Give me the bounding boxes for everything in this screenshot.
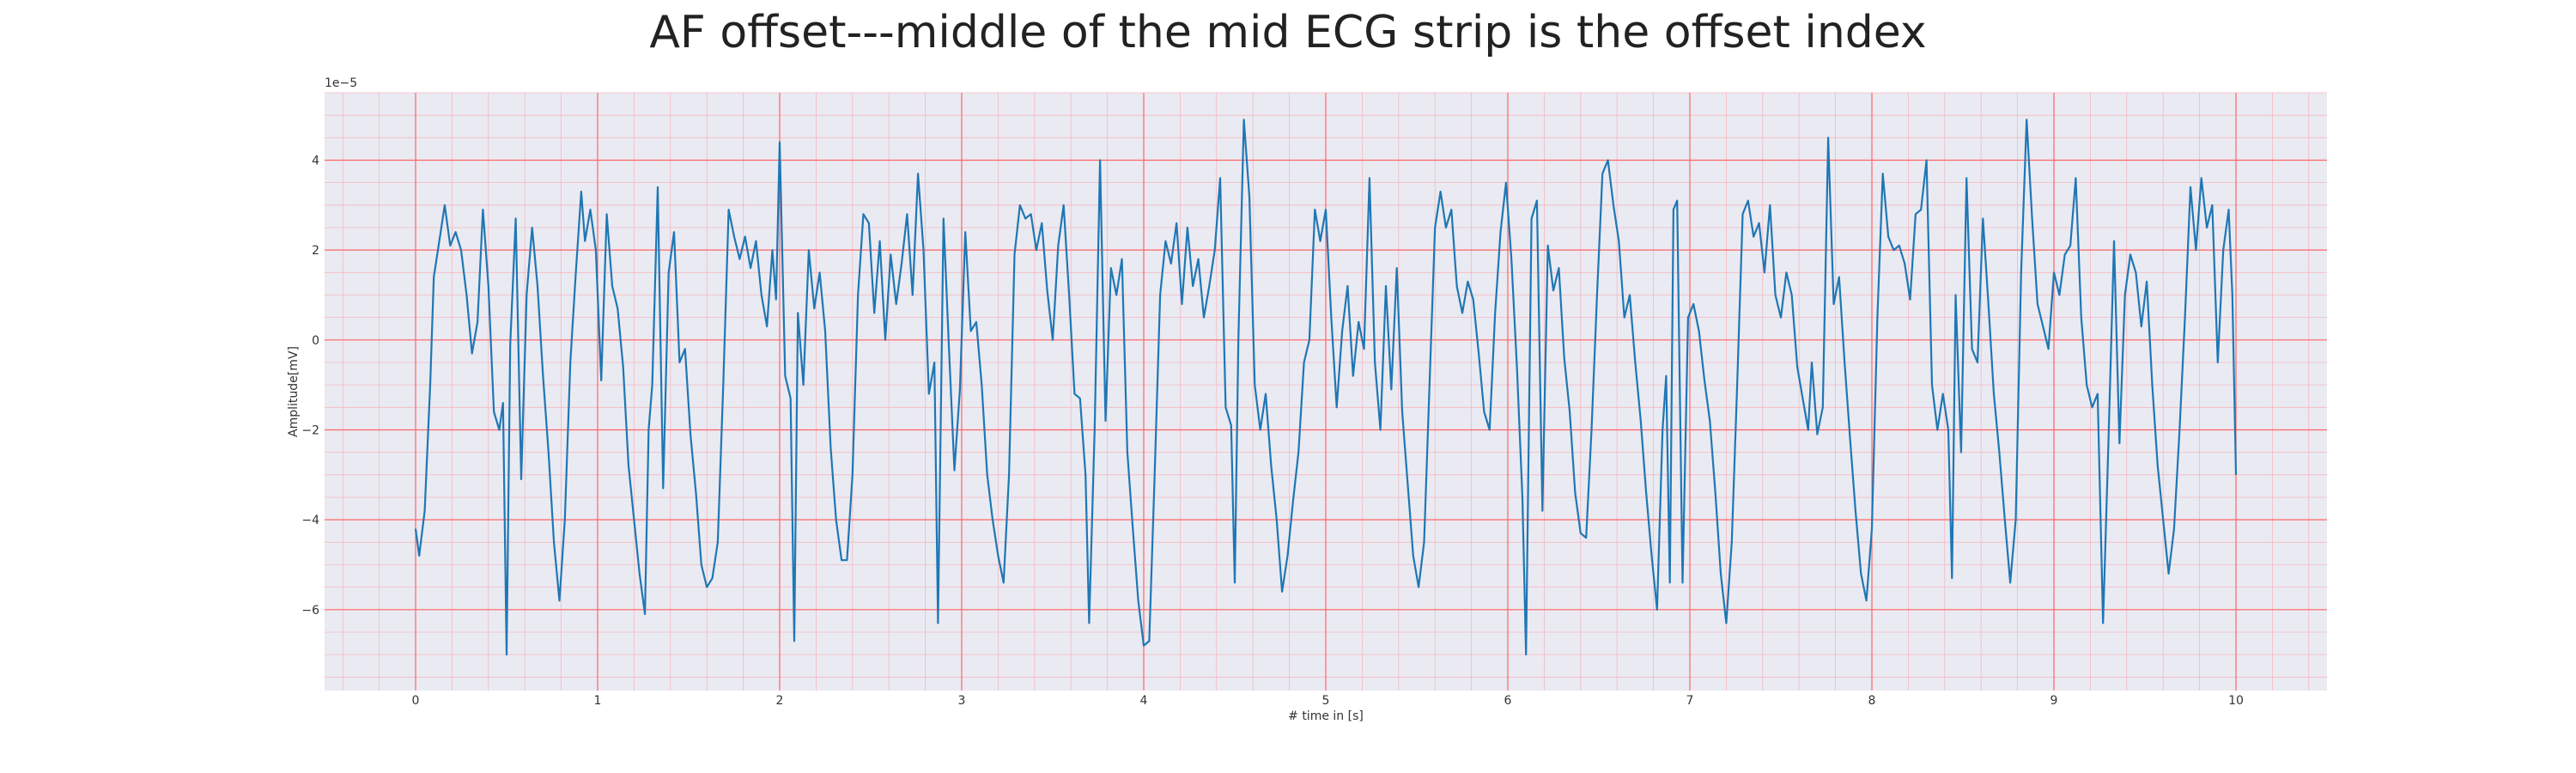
x-tick-label: 7 bbox=[1686, 694, 1694, 708]
x-tick-label: 6 bbox=[1504, 694, 1512, 708]
x-tick-label: 1 bbox=[594, 694, 602, 708]
x-tick-label: 10 bbox=[2228, 694, 2244, 708]
y-tick-label: 0 bbox=[312, 334, 319, 348]
y-tick-label: −2 bbox=[301, 423, 319, 437]
y-tick-labels: −6 −4 −2 0 2 4 bbox=[301, 154, 319, 617]
y-tick-label: 2 bbox=[312, 244, 319, 258]
chart-title: AF offset---middle of the mid ECG strip … bbox=[649, 7, 1926, 58]
y-offset-text: 1e−5 bbox=[325, 76, 357, 90]
y-axis-label: Amplitude[mV] bbox=[287, 346, 301, 437]
y-tick-label: −6 bbox=[301, 604, 319, 618]
x-tick-label: 2 bbox=[776, 694, 784, 708]
x-tick-label: 5 bbox=[1322, 694, 1330, 708]
x-tick-label: 0 bbox=[412, 694, 420, 708]
y-tick-label: 4 bbox=[312, 154, 319, 167]
x-tick-labels: 0 1 2 3 4 5 6 7 8 9 10 bbox=[412, 694, 2244, 708]
x-tick-label: 8 bbox=[1868, 694, 1876, 708]
x-tick-label: 4 bbox=[1140, 694, 1148, 708]
x-tick-label: 9 bbox=[2050, 694, 2058, 708]
x-axis-label: # time in [s] bbox=[1288, 709, 1364, 723]
y-tick-label: −4 bbox=[301, 514, 319, 527]
x-tick-label: 3 bbox=[958, 694, 966, 708]
